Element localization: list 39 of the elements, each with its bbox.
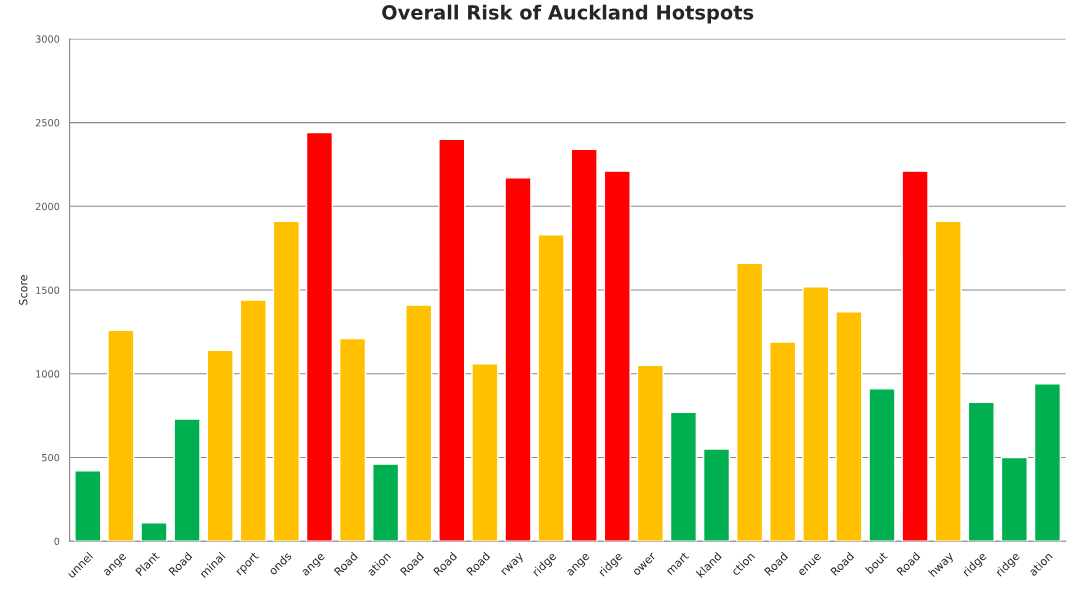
bar <box>338 337 367 542</box>
bar <box>305 131 334 542</box>
bar <box>570 148 598 542</box>
bar <box>405 304 433 542</box>
bar <box>603 170 631 542</box>
bar <box>438 138 466 542</box>
bar <box>669 411 698 542</box>
bar <box>239 299 267 542</box>
bar <box>868 388 896 542</box>
bar <box>471 363 499 542</box>
y-tick-label: 500 <box>42 453 60 462</box>
bar <box>802 285 830 542</box>
bar <box>206 349 234 542</box>
y-tick-label: 2000 <box>35 202 60 211</box>
bar <box>901 170 929 542</box>
bar <box>272 220 300 542</box>
bar <box>372 463 400 542</box>
bar <box>537 234 565 542</box>
y-axis-title: Score <box>19 275 28 305</box>
bar <box>636 364 664 542</box>
y-tick-label: 1000 <box>36 370 60 378</box>
bar <box>967 401 995 542</box>
chart-title: Overall Risk of Auckland Hotspots <box>382 4 754 24</box>
y-tick-label: 0 <box>54 537 60 546</box>
y-tick-label: 3000 <box>35 35 60 43</box>
bar <box>1000 456 1028 542</box>
bar <box>504 177 532 542</box>
bar <box>736 262 764 542</box>
y-tick-label: 1500 <box>36 286 60 294</box>
bar <box>140 522 168 542</box>
bar <box>74 470 102 542</box>
bar <box>702 448 731 542</box>
y-tick-label: 2500 <box>35 119 60 127</box>
bar <box>173 418 201 542</box>
bar <box>107 329 135 542</box>
bar <box>1033 383 1062 542</box>
bar <box>835 311 863 542</box>
bar <box>934 220 962 542</box>
bar <box>769 341 797 542</box>
